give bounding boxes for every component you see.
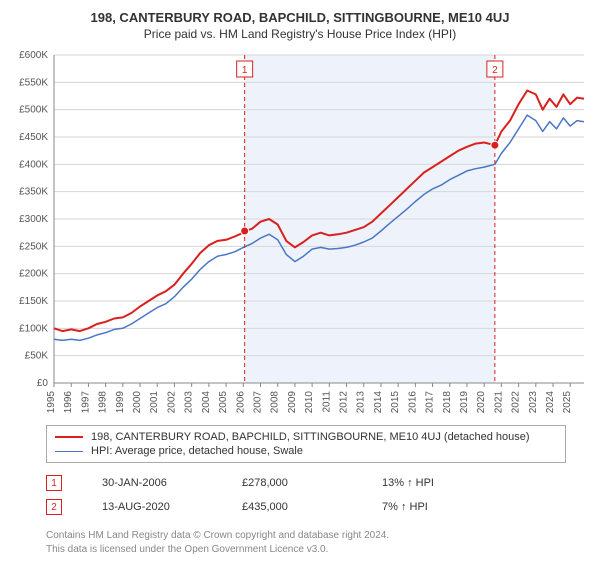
svg-text:2016: 2016 bbox=[407, 391, 418, 414]
marker-date: 13-AUG-2020 bbox=[102, 501, 202, 513]
legend-swatch bbox=[55, 451, 83, 452]
svg-text:2012: 2012 bbox=[339, 391, 350, 414]
price-chart: £0 £50K £100K £150K £200K £250K £300K £350K £400… bbox=[8, 49, 592, 419]
marker-number-box: 2 bbox=[46, 499, 62, 515]
svg-text:1995: 1995 bbox=[46, 391, 57, 414]
footer: Contains HM Land Registry data © Crown c… bbox=[46, 529, 592, 556]
svg-text:2000: 2000 bbox=[132, 391, 143, 414]
svg-text:£0: £0 bbox=[37, 378, 49, 389]
svg-text:2020: 2020 bbox=[476, 391, 487, 414]
svg-text:£500K: £500K bbox=[19, 105, 48, 116]
marker-number-box: 1 bbox=[46, 475, 62, 491]
svg-text:2005: 2005 bbox=[218, 391, 229, 414]
page-subtitle: Price paid vs. HM Land Registry's House … bbox=[8, 27, 592, 41]
svg-text:£550K: £550K bbox=[19, 77, 48, 88]
svg-text:£250K: £250K bbox=[19, 241, 48, 252]
svg-text:2014: 2014 bbox=[373, 391, 384, 414]
marker-table: 1 30-JAN-2006 £278,000 13% ↑ HPI 2 13-AUG-202… bbox=[46, 471, 592, 519]
legend-label: HPI: Average price, detached house, Swal… bbox=[91, 445, 303, 457]
svg-text:2011: 2011 bbox=[321, 391, 332, 413]
svg-text:2017: 2017 bbox=[425, 391, 436, 414]
marker-delta: 13% ↑ HPI bbox=[382, 477, 482, 489]
svg-text:2010: 2010 bbox=[304, 391, 315, 414]
svg-text:2002: 2002 bbox=[166, 391, 177, 414]
svg-text:1997: 1997 bbox=[80, 391, 91, 414]
svg-text:2021: 2021 bbox=[493, 391, 504, 414]
marker-price: £435,000 bbox=[242, 501, 342, 513]
chart-area: £0 £50K £100K £150K £200K £250K £300K £350K £400… bbox=[8, 49, 592, 419]
svg-text:2013: 2013 bbox=[356, 391, 367, 414]
svg-text:1999: 1999 bbox=[115, 391, 126, 414]
marker-price: £278,000 bbox=[242, 477, 342, 489]
footer-line: Contains HM Land Registry data © Crown c… bbox=[46, 529, 592, 543]
svg-text:2009: 2009 bbox=[287, 391, 298, 414]
svg-text:2001: 2001 bbox=[149, 391, 160, 414]
svg-text:2019: 2019 bbox=[459, 391, 470, 414]
svg-text:2023: 2023 bbox=[528, 391, 539, 414]
svg-text:£350K: £350K bbox=[19, 187, 48, 198]
svg-text:2006: 2006 bbox=[235, 391, 246, 414]
page-title: 198, CANTERBURY ROAD, BAPCHILD, SITTINGB… bbox=[8, 10, 592, 25]
svg-text:2022: 2022 bbox=[511, 391, 522, 414]
marker-delta: 7% ↑ HPI bbox=[382, 501, 482, 513]
marker-row: 1 30-JAN-2006 £278,000 13% ↑ HPI bbox=[46, 471, 592, 495]
legend-row: HPI: Average price, detached house, Swal… bbox=[55, 444, 557, 458]
svg-text:£150K: £150K bbox=[19, 296, 48, 307]
svg-text:2: 2 bbox=[492, 65, 498, 76]
svg-text:£600K: £600K bbox=[19, 50, 48, 61]
svg-text:2024: 2024 bbox=[545, 391, 556, 414]
svg-text:£450K: £450K bbox=[19, 132, 48, 143]
svg-text:2003: 2003 bbox=[184, 391, 195, 414]
svg-text:2025: 2025 bbox=[562, 391, 573, 414]
legend-label: 198, CANTERBURY ROAD, BAPCHILD, SITTINGB… bbox=[91, 431, 530, 443]
footer-line: This data is licensed under the Open Gov… bbox=[46, 543, 592, 557]
legend-swatch bbox=[55, 436, 83, 438]
marker-row: 2 13-AUG-2020 £435,000 7% ↑ HPI bbox=[46, 495, 592, 519]
svg-text:1996: 1996 bbox=[63, 391, 74, 414]
svg-text:£300K: £300K bbox=[19, 214, 48, 225]
svg-text:1998: 1998 bbox=[98, 391, 109, 414]
svg-text:1: 1 bbox=[242, 65, 248, 76]
svg-text:2004: 2004 bbox=[201, 391, 212, 414]
svg-text:2007: 2007 bbox=[252, 391, 263, 414]
svg-text:£400K: £400K bbox=[19, 159, 48, 170]
legend: 198, CANTERBURY ROAD, BAPCHILD, SITTINGB… bbox=[46, 425, 566, 463]
svg-text:£100K: £100K bbox=[19, 323, 48, 334]
svg-text:2015: 2015 bbox=[390, 391, 401, 414]
svg-text:£50K: £50K bbox=[25, 351, 49, 362]
svg-text:£200K: £200K bbox=[19, 269, 48, 280]
legend-row: 198, CANTERBURY ROAD, BAPCHILD, SITTINGB… bbox=[55, 430, 557, 444]
svg-text:2008: 2008 bbox=[270, 391, 281, 414]
marker-date: 30-JAN-2006 bbox=[102, 477, 202, 489]
svg-text:2018: 2018 bbox=[442, 391, 453, 414]
